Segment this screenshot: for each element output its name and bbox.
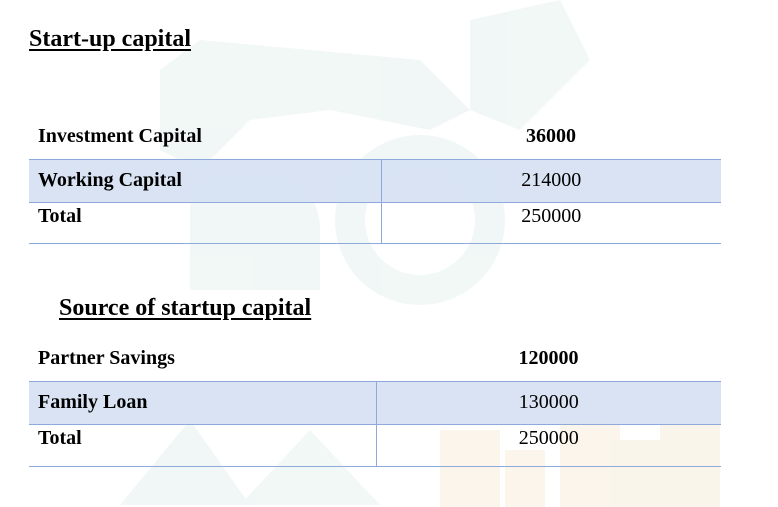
row-value: 36000 <box>381 115 721 160</box>
startup-capital-heading: Start-up capital <box>29 26 191 52</box>
row-label: Investment Capital <box>29 115 381 160</box>
table-row: Working Capital 214000 <box>29 159 721 203</box>
row-label: Total <box>29 424 377 467</box>
row-label: Family Loan <box>29 381 377 425</box>
table-row: Family Loan 130000 <box>29 381 721 425</box>
row-value: 250000 <box>381 202 721 244</box>
row-label: Total <box>29 202 382 244</box>
table-row: Total 250000 <box>29 424 721 467</box>
source-capital-heading: Source of startup capital <box>59 295 312 321</box>
table-row: Investment Capital 36000 <box>29 115 721 160</box>
table-row: Partner Savings 120000 <box>29 337 721 382</box>
row-label: Partner Savings <box>29 337 376 382</box>
row-value: 214000 <box>381 159 721 203</box>
source-capital-table: Partner Savings 120000 Family Loan 13000… <box>29 337 721 467</box>
row-label: Working Capital <box>29 159 382 203</box>
startup-capital-table: Investment Capital 36000 Working Capital… <box>29 115 721 244</box>
row-value: 250000 <box>376 424 721 467</box>
row-value: 130000 <box>376 381 721 425</box>
table-row: Total 250000 <box>29 202 721 244</box>
row-value: 120000 <box>376 337 721 382</box>
